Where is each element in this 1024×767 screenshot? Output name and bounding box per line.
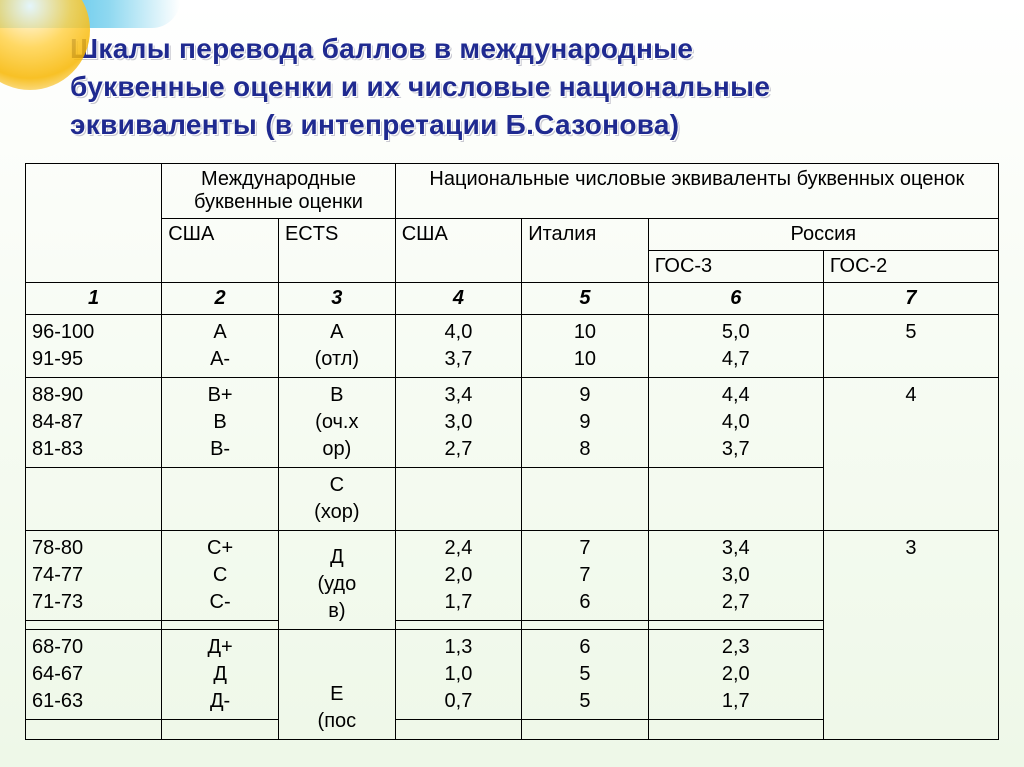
cell-italy <box>522 468 648 531</box>
hdr-ects: ECTS <box>278 219 395 283</box>
cell-gos2: 3 <box>823 531 998 740</box>
cell-gos3: 4,44,03,7 <box>648 378 823 468</box>
table-row: 88-9084-8781-83 B+BB- B(оч.хор) 3,43,02,… <box>26 378 999 468</box>
coln-5: 5 <box>522 283 648 315</box>
cell-usa-letter: C+CC- <box>162 531 279 621</box>
table-row: 78-8074-7771-73 C+CC- Д(удов) 2,42,01,7 … <box>26 531 999 621</box>
cell-range <box>26 468 162 531</box>
header-row-2: США ECTS США Италия Россия <box>26 219 999 251</box>
blank-header <box>26 164 162 283</box>
cell-usa-letter: Д+ДД- <box>162 630 279 720</box>
coln-7: 7 <box>823 283 998 315</box>
cell-ects: C(хор) <box>278 468 395 531</box>
cell-gos3: 2,32,01,7 <box>648 630 823 720</box>
header-row-1: Международные буквенные оценки Националь… <box>26 164 999 219</box>
cell-usa-num: 2,42,01,7 <box>395 531 521 621</box>
hdr-gos3: ГОС-3 <box>648 251 823 283</box>
cell-gos3 <box>648 468 823 531</box>
title-line-1: Шкалы перевода баллов в международные <box>70 33 693 64</box>
cell-usa-num <box>395 621 521 630</box>
cell-italy <box>522 720 648 740</box>
cell-range: 96-10091-95 <box>26 315 162 378</box>
cell-gos2: 4 <box>823 378 998 531</box>
cell-ects: A(отл) <box>278 315 395 378</box>
cell-gos3 <box>648 720 823 740</box>
coln-2: 2 <box>162 283 279 315</box>
cell-ects: E(пос <box>278 630 395 740</box>
table-row: 96-10091-95 AA- A(отл) 4,03,7 1010 5,04,… <box>26 315 999 378</box>
cell-range <box>26 621 162 630</box>
coln-1: 1 <box>26 283 162 315</box>
cell-usa-letter <box>162 468 279 531</box>
cell-range: 68-7064-6761-63 <box>26 630 162 720</box>
coln-3: 3 <box>278 283 395 315</box>
cell-usa-letter: B+BB- <box>162 378 279 468</box>
cell-usa-num: 3,43,02,7 <box>395 378 521 468</box>
cell-usa-letter: AA- <box>162 315 279 378</box>
cell-usa-num: 1,31,00,7 <box>395 630 521 720</box>
cell-usa-num <box>395 468 521 531</box>
cell-range: 88-9084-8781-83 <box>26 378 162 468</box>
hdr-italy: Италия <box>522 219 648 283</box>
hdr-russia: Россия <box>648 219 998 251</box>
cell-usa-letter <box>162 720 279 740</box>
cell-range: 78-8074-7771-73 <box>26 531 162 621</box>
cell-usa-num <box>395 720 521 740</box>
cell-italy <box>522 621 648 630</box>
hdr-usa-letter: США <box>162 219 279 283</box>
cell-italy: 776 <box>522 531 648 621</box>
cell-gos3: 5,04,7 <box>648 315 823 378</box>
cell-gos3 <box>648 621 823 630</box>
title-line-2: буквенные оценки и их числовые националь… <box>70 71 770 102</box>
hdr-intl: Международные буквенные оценки <box>162 164 396 219</box>
grades-table-wrap: Международные буквенные оценки Националь… <box>0 163 1024 740</box>
cell-range <box>26 720 162 740</box>
title-line-3: эквиваленты (в интепретации Б.Сазонова) <box>70 109 679 140</box>
cell-italy: 1010 <box>522 315 648 378</box>
cell-usa-num: 4,03,7 <box>395 315 521 378</box>
hdr-usa-num: США <box>395 219 521 283</box>
cell-gos3: 3,43,02,7 <box>648 531 823 621</box>
hdr-gos2: ГОС-2 <box>823 251 998 283</box>
cell-italy: 655 <box>522 630 648 720</box>
coln-4: 4 <box>395 283 521 315</box>
cell-italy: 998 <box>522 378 648 468</box>
cell-usa-letter <box>162 621 279 630</box>
cell-ects: B(оч.хор) <box>278 378 395 468</box>
cell-ects: Д(удов) <box>278 531 395 630</box>
colnum-row: 1 2 3 4 5 6 7 <box>26 283 999 315</box>
grades-table: Международные буквенные оценки Националь… <box>25 163 999 740</box>
hdr-nat: Национальные числовые эквиваленты буквен… <box>395 164 998 219</box>
coln-6: 6 <box>648 283 823 315</box>
cell-gos2: 5 <box>823 315 998 378</box>
